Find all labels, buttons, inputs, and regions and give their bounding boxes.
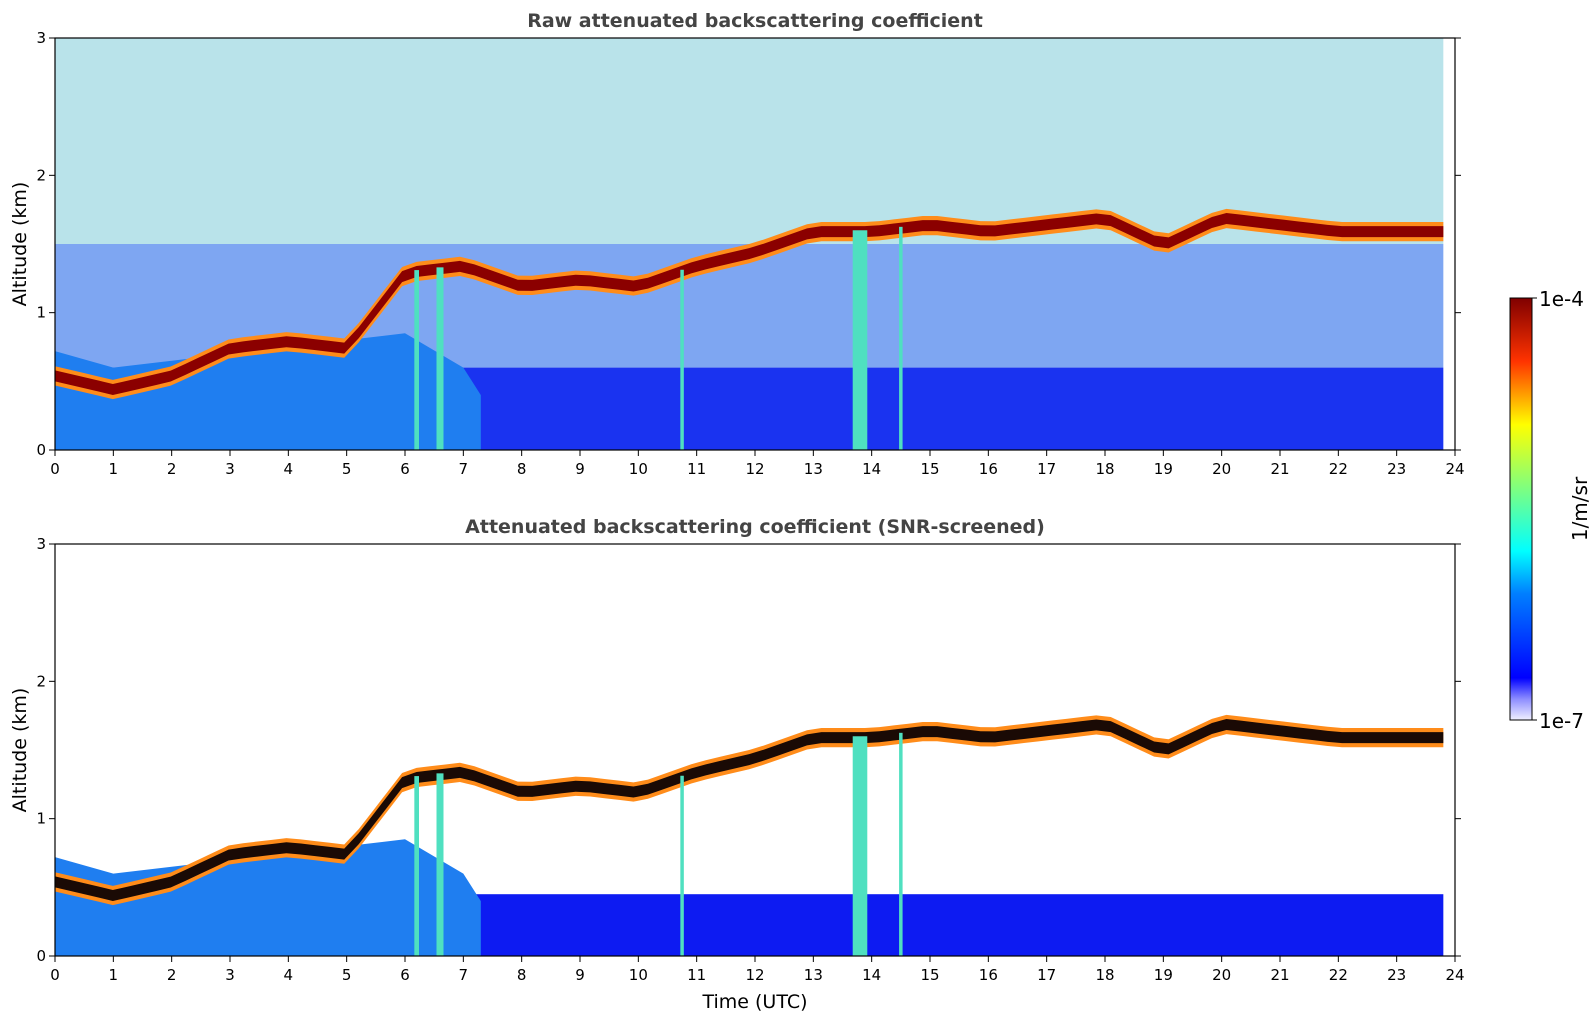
- top-x-tick-label: 5: [342, 460, 352, 478]
- bottom-x-tick-label: 24: [1445, 966, 1464, 984]
- bottom-x-tick-label: 8: [517, 966, 527, 984]
- colorbar-unit-label: 1/m/sr: [1568, 476, 1592, 541]
- bottom-heatmap: [55, 714, 1444, 956]
- bottom-precip-column: [680, 775, 684, 956]
- x-axis-label: Time (UTC): [701, 991, 807, 1013]
- top-x-tick-label: 12: [745, 460, 764, 478]
- bottom-x-tick-label: 6: [400, 966, 410, 984]
- colorbar-min-label: 1e-7: [1539, 709, 1584, 733]
- bottom-x-tick-label: 3: [225, 966, 235, 984]
- bottom-y-axis-label: Altitude (km): [9, 688, 31, 813]
- top-precip-column: [436, 267, 444, 450]
- top-precip-column: [680, 269, 684, 450]
- bottom-precip-column: [436, 773, 444, 956]
- bottom-x-tick-label: 14: [862, 966, 881, 984]
- bottom-x-tick-label: 0: [50, 966, 60, 984]
- top-x-tick-label: 15: [920, 460, 939, 478]
- top-x-axis: 0 1 2 3 4 5 6 7 8 9 10 11 12 13 14 15 16 17 18 19 20 21 22 23 24: [50, 450, 1465, 478]
- top-x-tick-label: 10: [629, 460, 648, 478]
- top-x-tick-label: 16: [979, 460, 998, 478]
- top-cloud-core: [55, 212, 1444, 395]
- top-x-tick-label: 9: [575, 460, 585, 478]
- bottom-x-tick-label: 22: [1329, 966, 1348, 984]
- top-x-tick-label: 11: [687, 460, 706, 478]
- bottom-aerosol-low: [475, 894, 1444, 956]
- top-panel-title: Raw attenuated backscattering coefficien…: [527, 10, 983, 32]
- top-x-tick-label: 20: [1212, 460, 1231, 478]
- raw-backscatter-panel: Raw attenuated backscattering coefficien…: [9, 10, 1465, 478]
- colorbar: 1e-4 1e-7 1/m/sr: [1509, 287, 1592, 733]
- bottom-x-tick-label: 17: [1037, 966, 1056, 984]
- top-x-tick-label: 13: [804, 460, 823, 478]
- top-x-tick-label: 21: [1270, 460, 1289, 478]
- top-boundary-layer: [55, 333, 481, 450]
- bottom-precip-column: [852, 736, 868, 956]
- top-y-axis: 0 1 2 3: [36, 29, 1461, 459]
- bottom-x-tick-label: 12: [745, 966, 764, 984]
- top-x-tick-label: 17: [1037, 460, 1056, 478]
- top-x-tick-label: 7: [459, 460, 469, 478]
- bottom-x-tick-label: 20: [1212, 966, 1231, 984]
- top-y-tick-label: 3: [36, 29, 46, 47]
- bottom-y-axis: 0 1 2 3: [36, 535, 1461, 965]
- bottom-x-tick-label: 2: [167, 966, 177, 984]
- bottom-x-tick-label: 10: [629, 966, 648, 984]
- bottom-panel-title: Attenuated backscattering coefficient (S…: [465, 516, 1045, 538]
- bottom-x-axis: 0 1 2 3 4 5 6 7 8 9 10 11 12 13 14 15 16 17 18 19 20 21 22 23 24: [50, 956, 1465, 984]
- bottom-x-tick-label: 21: [1270, 966, 1289, 984]
- top-x-tick-label: 14: [862, 460, 881, 478]
- bottom-x-tick-label: 9: [575, 966, 585, 984]
- bottom-x-tick-label: 7: [459, 966, 469, 984]
- top-y-tick-label: 1: [36, 304, 46, 322]
- bottom-y-tick-label: 0: [36, 947, 46, 965]
- bottom-x-tick-label: 5: [342, 966, 352, 984]
- top-y-tick-label: 0: [36, 441, 46, 459]
- bottom-x-tick-label: 13: [804, 966, 823, 984]
- top-heatmap: [55, 38, 1444, 450]
- top-x-tick-label: 19: [1154, 460, 1173, 478]
- colorbar-max-label: 1e-4: [1539, 287, 1584, 311]
- bottom-x-tick-label: 23: [1387, 966, 1406, 984]
- snr-screened-panel: Attenuated backscattering coefficient (S…: [9, 516, 1465, 1013]
- bottom-precip-column: [414, 776, 419, 956]
- top-x-tick-label: 24: [1445, 460, 1464, 478]
- bottom-x-tick-label: 4: [284, 966, 294, 984]
- top-x-tick-label: 23: [1387, 460, 1406, 478]
- top-x-tick-label: 18: [1095, 460, 1114, 478]
- bottom-x-tick-label: 11: [687, 966, 706, 984]
- bottom-y-tick-label: 2: [36, 672, 46, 690]
- top-x-tick-label: 3: [225, 460, 235, 478]
- top-x-tick-label: 22: [1329, 460, 1348, 478]
- bottom-x-tick-label: 1: [109, 966, 119, 984]
- bottom-cloud-core: [55, 718, 1444, 901]
- top-precip-column: [852, 230, 868, 450]
- top-x-tick-label: 8: [517, 460, 527, 478]
- top-precip-column: [899, 226, 903, 450]
- bottom-x-tick-label: 16: [979, 966, 998, 984]
- top-x-tick-label: 2: [167, 460, 177, 478]
- top-x-tick-label: 4: [284, 460, 294, 478]
- bottom-x-tick-label: 19: [1154, 966, 1173, 984]
- bottom-boundary-layer: [55, 839, 481, 956]
- bottom-x-tick-label: 15: [920, 966, 939, 984]
- bottom-y-tick-label: 3: [36, 535, 46, 553]
- top-precip-column: [414, 270, 419, 450]
- bottom-y-tick-label: 1: [36, 810, 46, 828]
- top-x-tick-label: 1: [109, 460, 119, 478]
- bottom-x-tick-label: 18: [1095, 966, 1114, 984]
- top-y-tick-label: 2: [36, 166, 46, 184]
- colorbar-gradient: [1509, 297, 1533, 721]
- top-noise-upper: [55, 38, 1444, 244]
- top-y-axis-label: Altitude (km): [9, 182, 31, 307]
- top-x-tick-label: 6: [400, 460, 410, 478]
- bottom-precip-column: [899, 732, 903, 956]
- top-x-tick-label: 0: [50, 460, 60, 478]
